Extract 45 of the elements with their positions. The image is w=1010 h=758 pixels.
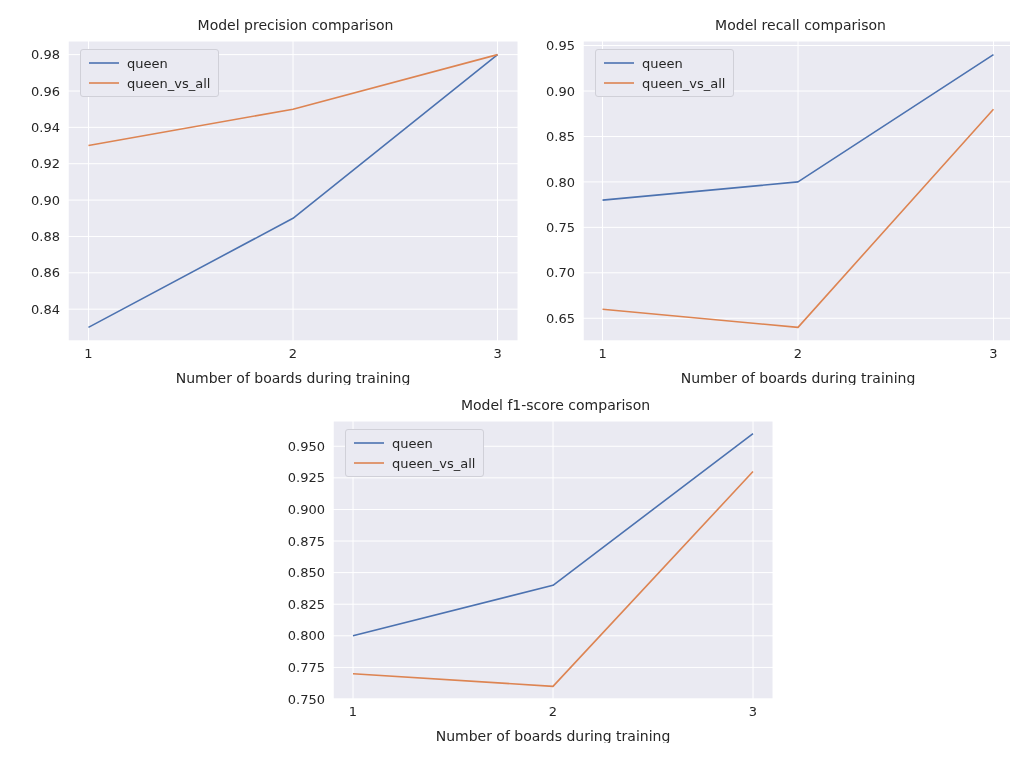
legend-label: queen_vs_all bbox=[392, 455, 476, 471]
x-tick-label: 3 bbox=[748, 704, 758, 720]
y-tick-label: 0.96 bbox=[31, 83, 60, 99]
y-tick-label: 0.875 bbox=[287, 533, 325, 549]
y-tick-label: 0.65 bbox=[546, 310, 575, 326]
x-axis-title: Number of boards during training bbox=[175, 370, 411, 386]
y-tick-label: 0.80 bbox=[546, 174, 575, 190]
y-tick-label: 0.88 bbox=[31, 229, 60, 245]
y-tick-label: 0.775 bbox=[287, 660, 325, 676]
x-tick-label: 1 bbox=[598, 346, 607, 362]
x-tick-label: 2 bbox=[548, 704, 558, 720]
y-tick-label: 0.750 bbox=[287, 691, 325, 707]
x-tick-label: 3 bbox=[493, 346, 502, 362]
y-tick-label: 0.98 bbox=[31, 47, 60, 63]
y-tick-label: 0.825 bbox=[287, 596, 325, 612]
legend-label: queen_vs_all bbox=[127, 75, 211, 91]
legend-label: queen_vs_all bbox=[642, 75, 726, 91]
legend-label: queen bbox=[127, 55, 168, 71]
y-tick-label: 0.92 bbox=[31, 156, 60, 172]
y-tick-label: 0.94 bbox=[31, 119, 60, 135]
y-tick-label: 0.85 bbox=[546, 129, 575, 145]
y-tick-label: 0.90 bbox=[31, 192, 60, 208]
y-tick-label: 0.86 bbox=[31, 265, 60, 281]
y-tick-label: 0.925 bbox=[287, 470, 325, 486]
x-tick-label: 1 bbox=[84, 346, 93, 362]
chart-title: Model f1-score comparison bbox=[459, 396, 652, 415]
y-tick-label: 0.95 bbox=[546, 38, 575, 54]
y-tick-label: 0.800 bbox=[287, 628, 325, 644]
y-tick-label: 0.900 bbox=[287, 502, 325, 518]
y-tick-label: 0.90 bbox=[546, 83, 575, 99]
y-tick-label: 0.950 bbox=[287, 438, 325, 454]
y-tick-label: 0.84 bbox=[31, 301, 60, 317]
legend-label: queen bbox=[642, 55, 683, 71]
x-tick-label: 2 bbox=[793, 346, 803, 362]
x-axis-title: Number of boards during training bbox=[435, 728, 671, 744]
x-tick-label: 1 bbox=[348, 704, 358, 720]
x-tick-label: 3 bbox=[989, 346, 998, 362]
legend-label: queen bbox=[392, 435, 433, 451]
x-axis-title: Number of boards during training bbox=[680, 370, 916, 386]
chart-title: Model precision comparison bbox=[196, 16, 395, 35]
chart-title: Model recall comparison bbox=[714, 16, 887, 35]
y-tick-label: 0.850 bbox=[287, 565, 325, 581]
x-tick-label: 2 bbox=[288, 346, 298, 362]
y-tick-label: 0.75 bbox=[546, 219, 575, 235]
y-tick-label: 0.70 bbox=[546, 265, 575, 281]
